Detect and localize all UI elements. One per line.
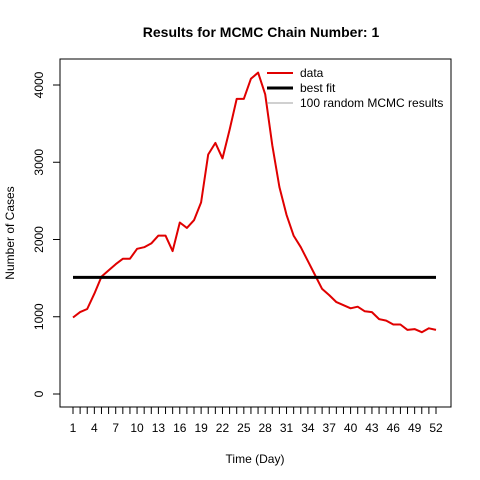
x-tick-label: 4: [91, 421, 98, 435]
x-tick-label: 31: [280, 421, 294, 435]
y-tick-label: 4000: [32, 71, 46, 98]
x-axis: 1 4 7 10 13 16 19 22 25 28 31 34 37 40 43 46 49 52: [70, 407, 443, 435]
x-tick-label: 43: [365, 421, 379, 435]
y-tick-label: 2000: [32, 226, 46, 253]
y-tick-label: 0: [32, 390, 46, 397]
chart-title: Results for MCMC Chain Number: 1: [143, 24, 380, 40]
y-axis-label: Number of Cases: [3, 186, 17, 279]
x-tick-label: 1: [70, 421, 77, 435]
x-tick-label: 37: [323, 421, 337, 435]
x-tick-label: 52: [429, 421, 443, 435]
x-tick-label: 19: [194, 421, 208, 435]
plot-frame: [59, 58, 452, 408]
legend-label: data: [300, 66, 324, 80]
x-tick-label: 49: [408, 421, 422, 435]
y-tick-label: 1000: [32, 303, 46, 330]
y-tick-label: 3000: [32, 149, 46, 176]
legend-label: best fit: [300, 81, 336, 95]
x-tick-label: 28: [258, 421, 272, 435]
series-layer: [72, 71, 437, 334]
x-axis-label: Time (Day): [226, 452, 285, 466]
x-tick-label: 22: [216, 421, 230, 435]
series-line-data: [72, 71, 437, 334]
x-tick-label: 25: [237, 421, 251, 435]
x-tick-label: 13: [152, 421, 166, 435]
x-tick-label: 40: [344, 421, 358, 435]
x-tick-label: 16: [173, 421, 187, 435]
y-axis: 0 1000 2000 3000 4000: [32, 71, 60, 397]
x-tick-label: 46: [387, 421, 401, 435]
x-tick-label: 34: [301, 421, 315, 435]
x-tick-label: 10: [130, 421, 144, 435]
x-tick-label: 7: [112, 421, 119, 435]
legend-label: 100 random MCMC results: [300, 96, 443, 110]
